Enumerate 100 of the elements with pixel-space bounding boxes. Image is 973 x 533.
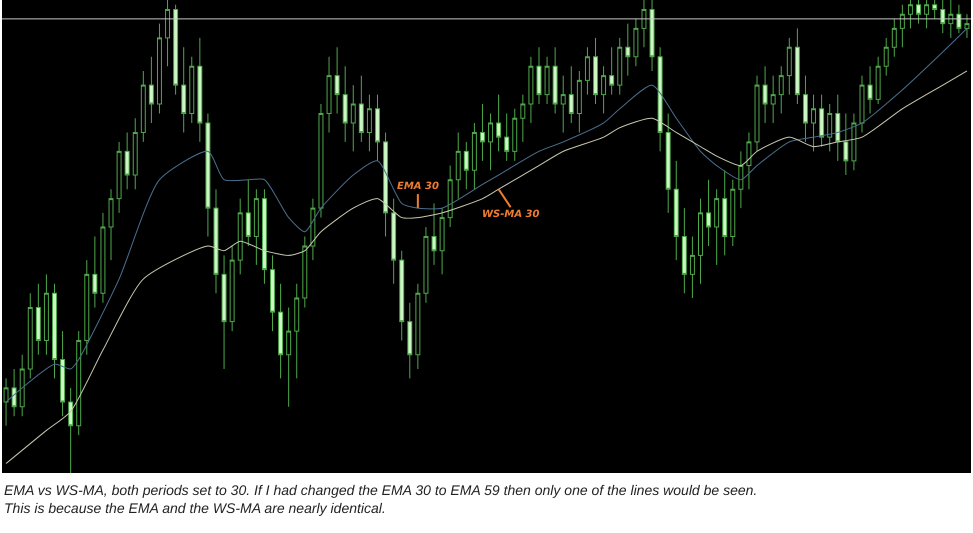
- candlestick: [358, 75, 364, 142]
- candlestick: [868, 66, 873, 114]
- candlestick: [116, 141, 122, 214]
- candlestick: [658, 46, 663, 152]
- candlestick: [730, 179, 736, 246]
- candlestick: [722, 170, 728, 256]
- candlestick: [350, 84, 356, 152]
- candlestick: [480, 104, 485, 162]
- candlestick: [827, 104, 832, 152]
- candlestick: [84, 260, 90, 356]
- candlestick: [44, 274, 49, 356]
- candlestick: [318, 104, 324, 218]
- candlestick: [100, 212, 106, 304]
- candlestick: [246, 179, 251, 246]
- candlestick: [197, 37, 202, 142]
- candlestick: [956, 4, 962, 34]
- candlestick: [876, 56, 881, 105]
- candlestick: [76, 330, 82, 436]
- candlestick: [156, 23, 162, 114]
- candlestick: [262, 188, 267, 284]
- candlestick: [496, 94, 502, 152]
- candlestick: [68, 387, 74, 473]
- candlestick: [214, 188, 218, 294]
- candlestick: [819, 94, 824, 148]
- candlestick: [520, 94, 526, 142]
- candlestick: [124, 132, 130, 190]
- candlestick: [544, 56, 550, 105]
- candlestick: [342, 66, 348, 142]
- candlestick: [593, 37, 598, 105]
- candlestick: [148, 56, 154, 124]
- candlestick: [286, 306, 292, 408]
- candlestick: [568, 66, 574, 124]
- candlestick: [932, 0, 938, 20]
- candlestick: [375, 94, 380, 162]
- candlestick: [238, 198, 243, 275]
- candlestick: [415, 283, 420, 370]
- candlestick: [916, 0, 921, 24]
- candlestick: [528, 56, 534, 124]
- candlestick: [391, 198, 396, 284]
- candlestick: [20, 354, 25, 417]
- candlestick: [584, 46, 590, 96]
- candlestick: [383, 132, 388, 237]
- candlestick: [173, 4, 178, 96]
- candlestick: [456, 132, 461, 200]
- candlestick: [786, 37, 792, 96]
- candlestick: [746, 132, 752, 190]
- text: EMA vs WS-MA, both periods set to 30. If I had changed the EMA 30 to EMA 59 then only one of the lines would be seen. This is because the EMA and the WS-MA are nearly identical.: [4, 482, 758, 516]
- candlestick: [230, 245, 235, 332]
- candlestick: [326, 56, 332, 133]
- candlestick: [36, 283, 41, 356]
- series-label: EMA 30: [397, 181, 439, 192]
- candlestick: [512, 108, 518, 162]
- candlestick: [464, 141, 469, 190]
- candlestick: [625, 23, 630, 76]
- candlestick: [504, 113, 510, 162]
- candlestick: [714, 188, 720, 266]
- candlestick: [407, 302, 412, 379]
- candlestick: [92, 236, 98, 308]
- candlestick: [706, 179, 712, 246]
- candlestick: [472, 122, 477, 190]
- candlestick: [762, 66, 768, 124]
- candlestick: [674, 160, 679, 261]
- candlestick: [440, 208, 445, 275]
- candlestick: [560, 75, 566, 133]
- candlestick: [650, 0, 655, 72]
- candlestick: [617, 37, 622, 96]
- candlestick: [189, 56, 194, 124]
- candlestick: [181, 46, 186, 133]
- candlestick: [576, 70, 582, 133]
- candlestick: [399, 250, 404, 342]
- candlestick: [682, 208, 687, 294]
- candlestick: [884, 37, 889, 76]
- candlestick: [536, 46, 542, 105]
- series-label: WS-MA 30: [482, 209, 540, 220]
- candlestick: [254, 188, 259, 266]
- candlestick: [843, 113, 848, 176]
- candlestick: [334, 46, 340, 114]
- candlestick: [835, 94, 840, 162]
- candlestick: [802, 75, 808, 142]
- candlestick: [851, 113, 856, 171]
- candlestick: [690, 236, 695, 298]
- candlestick: [423, 226, 428, 304]
- candlestick: [860, 75, 864, 133]
- candlestick: [278, 283, 284, 379]
- candlestick: [12, 368, 17, 417]
- candlestick: [754, 75, 760, 152]
- candlestick: [222, 254, 227, 370]
- candlestick: [738, 150, 744, 209]
- candlestick: [552, 46, 558, 114]
- candlestick: [940, 0, 946, 34]
- candlestick: [811, 94, 816, 152]
- candlestick: [778, 66, 784, 114]
- candlestick: [432, 202, 436, 266]
- candlestick: [140, 70, 146, 142]
- candlestick: [52, 283, 57, 379]
- candlestick: [60, 330, 66, 417]
- candlestick: [633, 18, 638, 67]
- candlestick: [892, 18, 897, 58]
- candlestick: [132, 118, 138, 190]
- candlestick: [294, 283, 300, 379]
